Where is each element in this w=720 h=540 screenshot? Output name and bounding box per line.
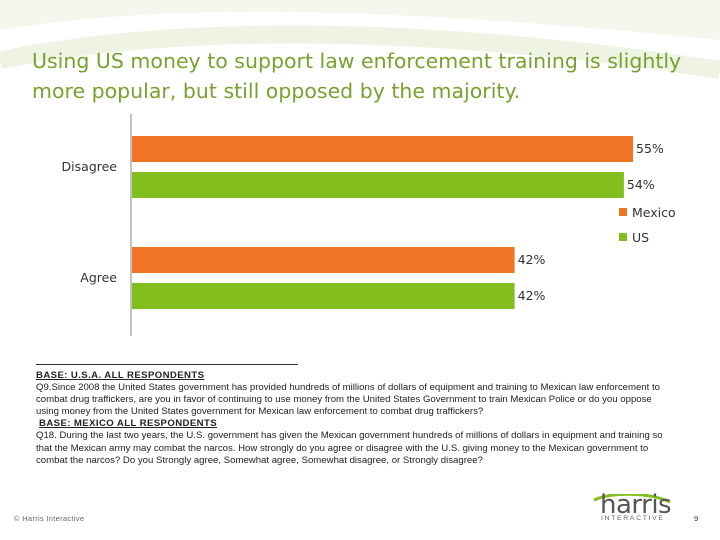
logo-subtitle: INTERACTIVE: [601, 515, 665, 522]
page-number: 9: [694, 514, 699, 523]
question-notes: BASE: U.S.A. ALL RESPONDENTS Q9.Since 20…: [36, 370, 666, 467]
legend-label-us: US: [632, 230, 649, 245]
bar-us-agree: [132, 283, 515, 309]
legend-swatch-us: [619, 233, 627, 241]
category-label-agree: Agree: [80, 270, 117, 285]
us-question-text: Q9.Since 2008 the United States governme…: [36, 382, 660, 418]
data-label-us-agree: 42%: [518, 288, 546, 303]
bar-mexico-agree: [132, 247, 515, 273]
mexico-base-label: BASE: MEXICO ALL RESPONDENTS: [39, 418, 218, 430]
background-swoosh: [0, 0, 720, 79]
us-base-label: BASE: U.S.A. ALL RESPONDENTS: [36, 370, 205, 381]
legend-swatch-mexico: [619, 208, 627, 216]
logo-wordmark: harris: [600, 490, 672, 520]
data-label-mexico-agree: 42%: [518, 252, 546, 267]
bar-us-disagree: [132, 172, 624, 198]
page-title: Using US money to support law enforcemen…: [32, 49, 682, 103]
harris-logo-icon: [593, 494, 671, 504]
category-label-disagree: Disagree: [62, 159, 118, 174]
bar-mexico-disagree: [132, 136, 633, 162]
data-label-mexico-disagree: 55%: [636, 141, 664, 156]
notes-divider: [36, 364, 298, 365]
mexico-question-text: Q18. During the last two years, the U.S.…: [36, 430, 663, 466]
bar-chart: 55% 54% Disagree 42% 42% Agree Mexico US: [62, 114, 676, 336]
data-label-us-disagree: 54%: [627, 177, 655, 192]
legend-label-mexico: Mexico: [632, 205, 676, 220]
copyright-text: © Harris Interactive: [14, 514, 85, 523]
